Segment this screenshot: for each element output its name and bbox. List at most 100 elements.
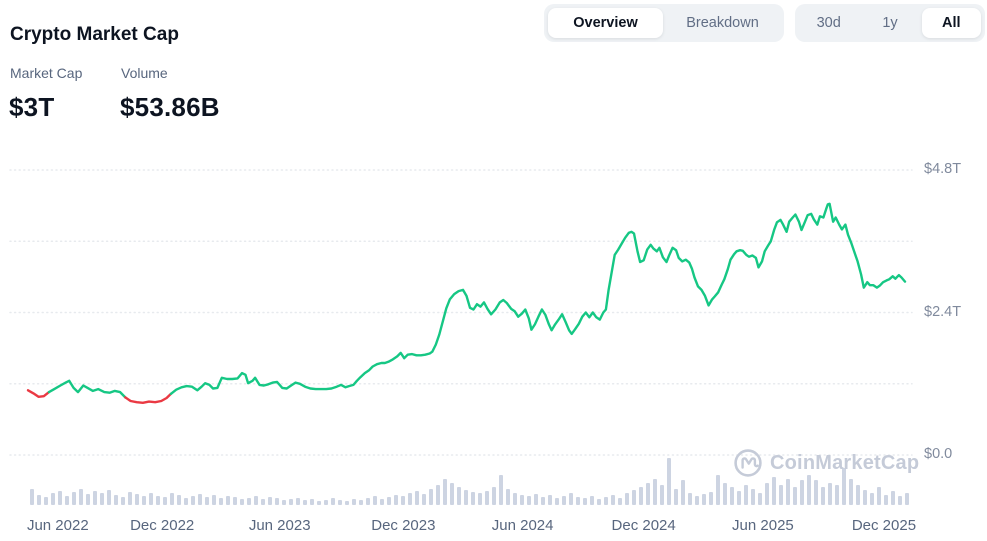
volume-bar — [772, 477, 776, 505]
volume-bar — [793, 487, 797, 505]
volume-bar — [863, 490, 867, 505]
volume-bar — [408, 493, 412, 505]
volume-bar — [870, 493, 874, 505]
volume-bar — [478, 493, 482, 505]
volume-bar — [345, 501, 349, 505]
volume-bar — [233, 497, 237, 505]
volume-bar — [730, 487, 734, 505]
volume-bar — [891, 491, 895, 505]
volume-bar — [625, 493, 629, 505]
volume-bar — [282, 500, 286, 505]
range-30d-button[interactable]: 30d — [799, 8, 858, 38]
volume-bar — [639, 487, 643, 505]
volume-bar — [611, 495, 615, 505]
volume-bar — [492, 487, 496, 505]
x-axis-label: Jun 2023 — [248, 517, 311, 534]
volume-bar — [359, 500, 363, 505]
volume-bar — [534, 494, 538, 505]
watermark-text: CoinMarketCap — [770, 451, 920, 474]
range-toggle: 30d 1y All — [795, 4, 985, 42]
x-axis-label: Dec 2022 — [130, 517, 195, 534]
volume-bar — [128, 492, 132, 505]
x-axis-label: Jun 2024 — [491, 517, 554, 534]
x-axis-label: Dec 2025 — [851, 517, 917, 534]
volume-bar — [261, 499, 265, 505]
volume-bar — [121, 497, 125, 505]
market-cap-line-up — [47, 379, 127, 399]
volume-bar — [660, 485, 664, 505]
volume-bar — [471, 492, 475, 505]
volume-bar — [289, 499, 293, 505]
tab-breakdown[interactable]: Breakdown — [665, 8, 780, 38]
volume-bar — [877, 487, 881, 505]
volume-bar — [527, 496, 531, 505]
volume-bar — [58, 491, 62, 505]
volume-bar — [485, 491, 489, 505]
volume-bar — [856, 485, 860, 505]
y-axis-label: $2.4T — [924, 303, 962, 320]
volume-bar — [681, 480, 685, 505]
x-axis-label: Dec 2023 — [371, 517, 436, 534]
volume-bar — [72, 492, 76, 505]
volume-bar — [821, 487, 825, 505]
volume-bar — [576, 497, 580, 505]
tab-overview[interactable]: Overview — [548, 8, 663, 38]
volume-bar — [163, 497, 167, 505]
volume-bar — [548, 495, 552, 505]
volume-bar — [569, 493, 573, 505]
market-cap-value: $3T — [9, 92, 55, 122]
volume-bar — [65, 496, 69, 505]
volume-bar — [149, 493, 153, 505]
volume-bar — [450, 483, 454, 505]
volume-bar — [254, 496, 258, 505]
volume-bar — [310, 499, 314, 505]
volume-bar — [401, 496, 405, 505]
volume-bar — [415, 491, 419, 505]
volume-bar — [618, 498, 622, 505]
volume-bar — [667, 458, 671, 505]
volume-bar — [387, 497, 391, 505]
volume-bar — [499, 475, 503, 505]
y-axis-label: $0.0 — [924, 446, 953, 462]
volume-bar — [212, 495, 216, 505]
volume-bar — [352, 499, 356, 505]
volume-bar — [800, 480, 804, 505]
coinmarketcap-logo-icon — [734, 449, 762, 477]
volume-bar — [240, 499, 244, 505]
range-all-button[interactable]: All — [921, 8, 981, 38]
volume-bar — [170, 493, 174, 505]
market-cap-label: Market Cap — [10, 65, 83, 81]
volume-bar — [583, 498, 587, 505]
volume-bar — [184, 498, 188, 505]
market-cap-line-up — [169, 202, 907, 395]
y-axis-label: $4.8T — [924, 161, 962, 177]
volume-bar — [898, 496, 902, 505]
volume-bar — [702, 494, 706, 505]
volume-bar — [457, 487, 461, 505]
volume-bar — [849, 479, 853, 505]
market-cap-line-down — [124, 392, 173, 404]
volume-bar — [464, 490, 468, 505]
volume-bar — [590, 496, 594, 505]
volume-bar — [653, 479, 657, 505]
volume-bar — [219, 498, 223, 505]
volume-bar — [905, 493, 909, 505]
volume-bar — [317, 501, 321, 505]
volume-bar — [555, 498, 559, 505]
volume-bar — [842, 468, 846, 505]
volume-bar — [443, 479, 447, 505]
market-cap-line-down — [26, 389, 51, 398]
volume-bar — [296, 498, 300, 505]
volume-bar — [44, 497, 48, 505]
volume-bar — [695, 496, 699, 505]
volume-bar — [688, 493, 692, 505]
volume-bar — [142, 496, 146, 505]
x-axis-label: Jun 2025 — [732, 517, 794, 534]
volume-bar — [422, 494, 426, 505]
volume-bar — [191, 496, 195, 505]
range-1y-button[interactable]: 1y — [860, 8, 919, 38]
volume-bar — [737, 491, 741, 505]
volume-bar — [107, 490, 111, 505]
volume-bar — [597, 499, 601, 505]
